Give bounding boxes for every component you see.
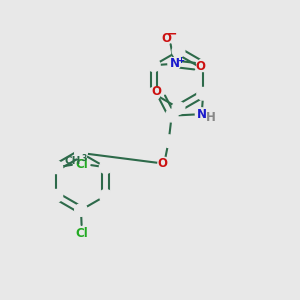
Circle shape bbox=[75, 147, 87, 159]
Text: −: − bbox=[167, 28, 177, 40]
Circle shape bbox=[195, 108, 208, 120]
Circle shape bbox=[172, 45, 185, 57]
Circle shape bbox=[165, 109, 178, 122]
Circle shape bbox=[162, 135, 175, 148]
Text: O: O bbox=[158, 157, 167, 170]
Circle shape bbox=[50, 190, 63, 202]
Circle shape bbox=[172, 102, 185, 114]
Text: Cl: Cl bbox=[76, 227, 88, 240]
Text: O: O bbox=[152, 85, 162, 98]
Circle shape bbox=[168, 57, 181, 70]
Text: O: O bbox=[195, 60, 205, 73]
Circle shape bbox=[75, 204, 87, 216]
Circle shape bbox=[148, 59, 160, 71]
Circle shape bbox=[99, 190, 112, 202]
Text: Cl: Cl bbox=[76, 158, 88, 171]
Circle shape bbox=[50, 161, 63, 173]
Circle shape bbox=[197, 87, 209, 100]
Text: N: N bbox=[197, 108, 207, 121]
Circle shape bbox=[158, 157, 170, 170]
Text: H: H bbox=[206, 111, 216, 124]
Text: N: N bbox=[170, 57, 180, 70]
Text: +: + bbox=[177, 56, 184, 64]
Text: 3: 3 bbox=[82, 154, 87, 163]
Circle shape bbox=[148, 87, 160, 100]
Text: O: O bbox=[161, 32, 171, 45]
Circle shape bbox=[99, 161, 112, 173]
Circle shape bbox=[197, 59, 209, 71]
Text: CH: CH bbox=[64, 156, 80, 166]
